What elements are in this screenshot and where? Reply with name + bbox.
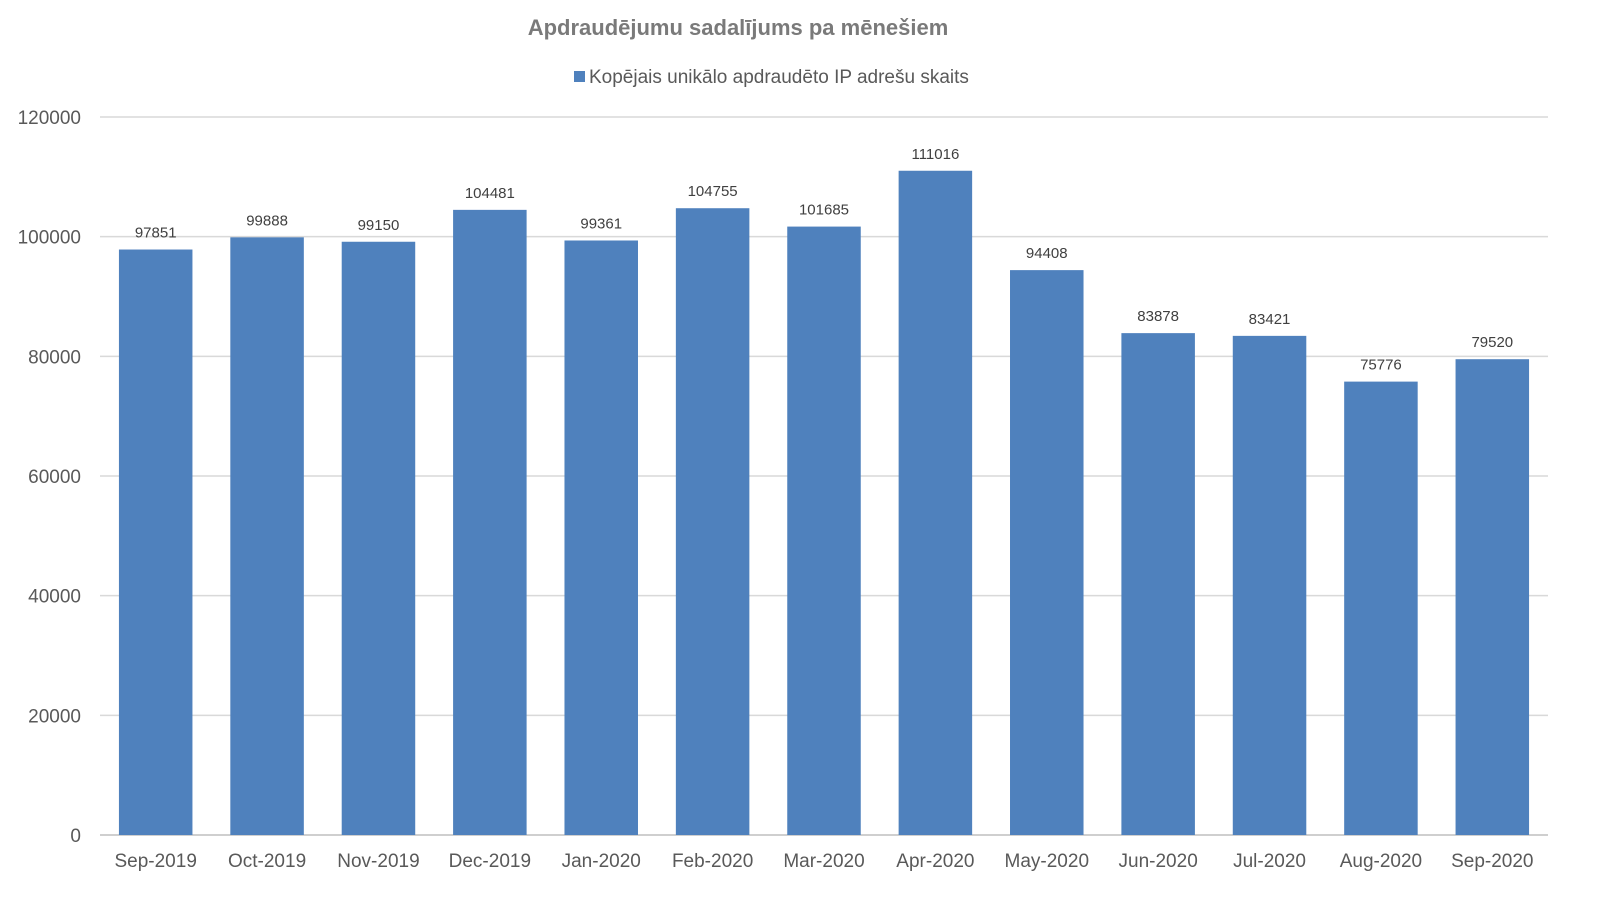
- legend-label: Kopējais unikālo apdraudēto IP adrešu sk…: [589, 67, 969, 88]
- x-tick-label: May-2020: [1005, 851, 1090, 872]
- bar: [675, 208, 750, 835]
- x-tick-label: Jan-2020: [562, 851, 641, 872]
- x-tick-label: Jun-2020: [1119, 851, 1198, 872]
- data-label: 75776: [1360, 357, 1402, 374]
- bar: [1010, 270, 1084, 835]
- bar: [1344, 381, 1418, 835]
- x-axis-ticks: Sep-2019 Oct-2019 Nov-2019 Dec-2019 Jan-2020…: [114, 851, 1533, 872]
- bar: [1232, 335, 1307, 835]
- data-label: 111016: [911, 146, 959, 163]
- y-tick-label: 60000: [28, 467, 81, 488]
- y-tick-label: 0: [70, 826, 81, 847]
- bar: [787, 226, 861, 836]
- x-tick-label: Feb-2020: [672, 851, 753, 872]
- x-tick-label: Nov-2019: [337, 851, 419, 872]
- data-labels: 97851 99888 99150 104481 99361 104755 101685 11…: [135, 146, 1513, 374]
- y-tick-label: 20000: [28, 706, 81, 727]
- y-tick-label: 80000: [28, 347, 81, 368]
- data-label: 83878: [1137, 308, 1179, 325]
- data-label: 94408: [1026, 245, 1068, 262]
- data-label: 99888: [246, 212, 288, 229]
- legend: Kopējais unikālo apdraudēto IP adrešu sk…: [574, 67, 969, 88]
- x-tick-label: Sep-2020: [1451, 851, 1533, 872]
- bar: [564, 240, 638, 836]
- y-tick-label: 100000: [18, 228, 81, 249]
- data-label: 99361: [580, 215, 622, 232]
- bar: [230, 237, 304, 836]
- bar: [1121, 333, 1195, 835]
- data-label: 99150: [358, 217, 400, 234]
- data-label: 83421: [1249, 311, 1291, 328]
- data-label: 97851: [135, 225, 177, 242]
- bar: [118, 249, 193, 836]
- legend-swatch: [574, 71, 585, 82]
- bar: [898, 170, 973, 835]
- x-tick-label: Sep-2019: [114, 851, 196, 872]
- chart-title: Apdraudējumu sadalījums pa mēnešiem: [528, 15, 949, 40]
- data-label: 104481: [465, 185, 515, 202]
- data-label: 79520: [1471, 334, 1513, 351]
- x-tick-label: Dec-2019: [449, 851, 531, 872]
- x-tick-label: Jul-2020: [1233, 851, 1306, 872]
- data-label: 104755: [688, 183, 738, 200]
- bar: [341, 241, 416, 835]
- bar: [453, 209, 527, 835]
- y-axis-ticks: 0 20000 40000 60000 80000 100000 120000: [18, 108, 81, 847]
- bars: [118, 170, 1530, 836]
- y-tick-label: 120000: [18, 108, 81, 129]
- y-tick-label: 40000: [28, 587, 81, 608]
- x-tick-label: Oct-2019: [228, 851, 306, 872]
- bar: [1455, 359, 1530, 835]
- data-label: 101685: [799, 202, 849, 219]
- x-tick-label: Aug-2020: [1340, 851, 1422, 872]
- x-tick-label: Apr-2020: [896, 851, 974, 872]
- x-tick-label: Mar-2020: [783, 851, 864, 872]
